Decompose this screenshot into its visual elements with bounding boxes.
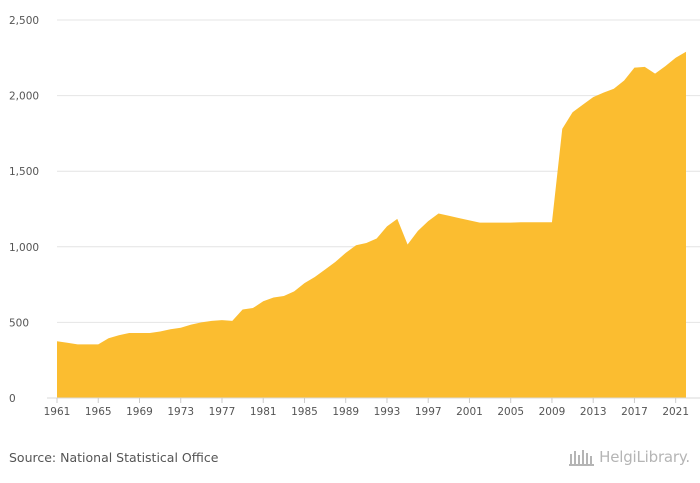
axes: 0 500 1,000 1,500 2,000 2,500 1961 1965 1969 1973… [9, 15, 700, 418]
library-logo-icon [569, 450, 595, 466]
y-tick-label: 2,500 [9, 15, 39, 27]
area-series [57, 51, 686, 398]
x-tick-label: 1997 [415, 406, 442, 418]
area-chart: 0 500 1,000 1,500 2,000 2,500 1961 1965 1969 1973… [9, 15, 700, 418]
source-note: Source: National Statistical Office [9, 450, 219, 465]
x-tick-label: 1989 [332, 406, 359, 418]
x-tick-label: 2009 [539, 406, 566, 418]
brand-logo[interactable]: HelgiLibrary. [569, 448, 690, 466]
y-tick-label: 2,000 [9, 91, 39, 103]
area-fill [57, 51, 686, 398]
x-tick-label: 2005 [497, 406, 524, 418]
chart-area: 0 500 1,000 1,500 2,000 2,500 1961 1965 1969 1973… [9, 15, 700, 418]
y-tick-label: 0 [9, 393, 16, 405]
y-tick-label: 500 [9, 317, 29, 329]
x-tick-label: 1977 [209, 406, 236, 418]
x-tick-label: 1985 [291, 406, 318, 418]
y-tick-label: 1,500 [9, 166, 39, 178]
brand-name: HelgiLibrary. [599, 448, 690, 466]
x-tick-label: 1969 [126, 406, 153, 418]
x-tick-label: 1981 [250, 406, 277, 418]
x-tick-label: 2021 [662, 406, 689, 418]
x-tick-label: 2017 [621, 406, 648, 418]
x-tick-label: 2013 [580, 406, 607, 418]
x-tick-label: 1961 [44, 406, 71, 418]
y-tick-label: 1,000 [9, 242, 39, 254]
footer: Source: National Statistical Office Helg… [0, 440, 700, 483]
x-tick-label: 1993 [374, 406, 401, 418]
x-tick-label: 2001 [456, 406, 483, 418]
x-tick-label: 1965 [85, 406, 112, 418]
x-tick-label: 1973 [167, 406, 194, 418]
